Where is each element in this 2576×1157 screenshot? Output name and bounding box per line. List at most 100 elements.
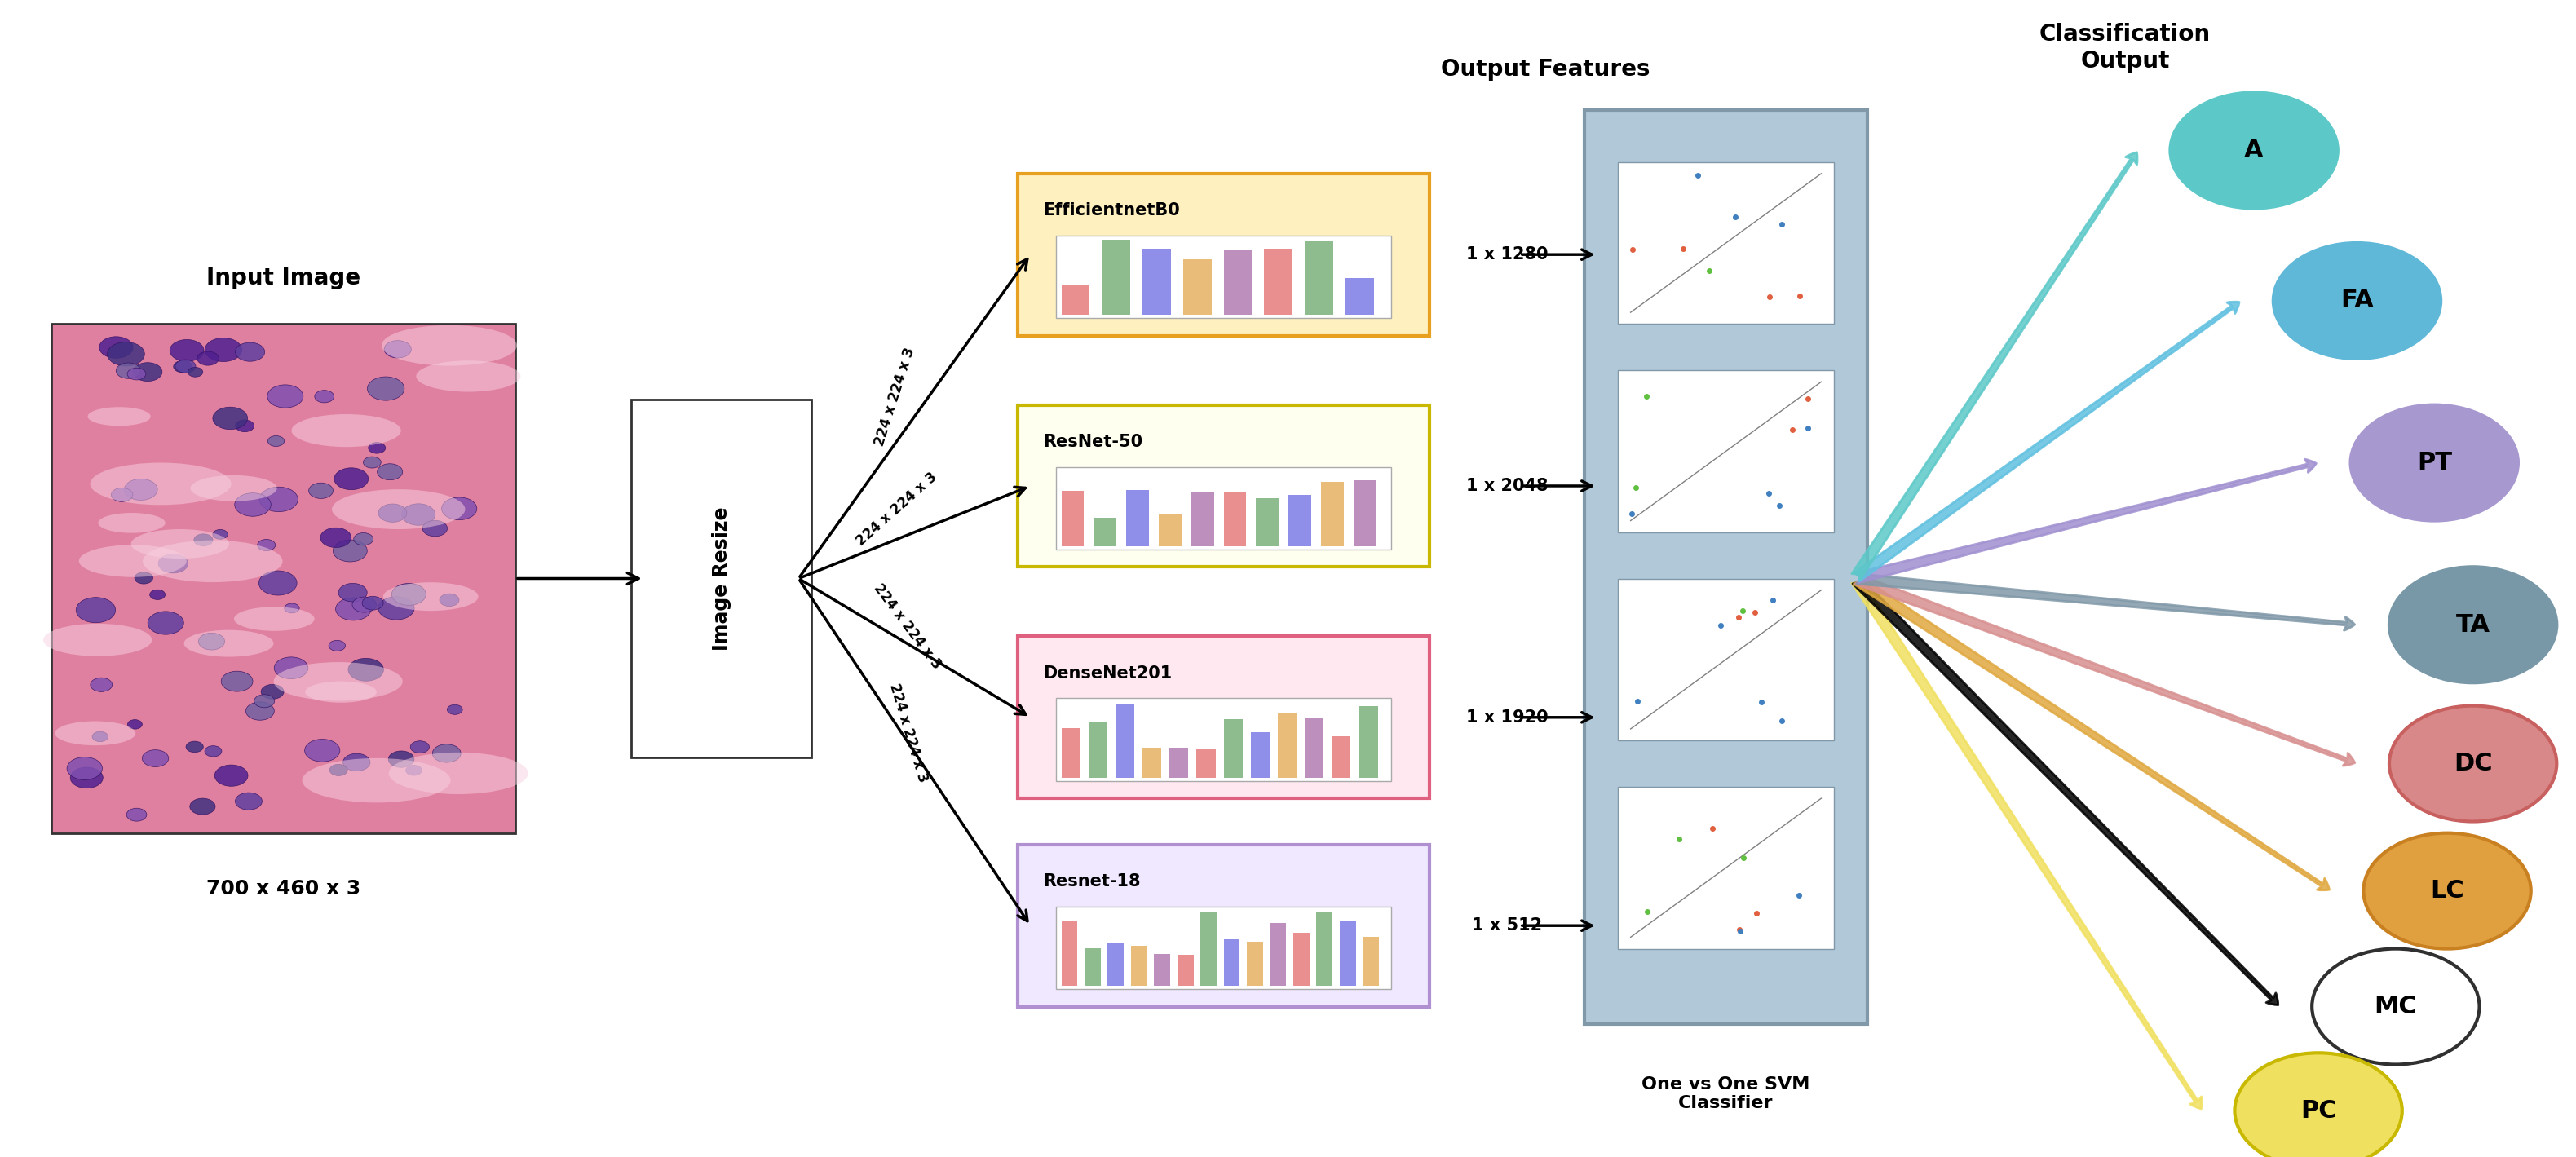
Text: One vs One SVM
Classifier: One vs One SVM Classifier xyxy=(1641,1076,1811,1111)
Text: 700 x 460 x 3: 700 x 460 x 3 xyxy=(206,879,361,899)
Ellipse shape xyxy=(142,750,167,767)
Ellipse shape xyxy=(214,407,247,429)
Ellipse shape xyxy=(234,342,265,361)
Ellipse shape xyxy=(291,414,402,447)
Bar xyxy=(1352,480,1376,546)
Bar xyxy=(1108,943,1123,986)
FancyBboxPatch shape xyxy=(1618,162,1834,324)
Ellipse shape xyxy=(206,338,242,362)
Ellipse shape xyxy=(129,720,142,729)
Ellipse shape xyxy=(170,339,204,361)
Bar xyxy=(1200,912,1216,986)
Bar xyxy=(1278,713,1296,778)
Text: 224 x 224 x 3: 224 x 224 x 3 xyxy=(886,681,930,783)
Ellipse shape xyxy=(2275,243,2442,359)
Bar xyxy=(1265,249,1293,315)
Ellipse shape xyxy=(80,545,185,577)
Text: EfficientnetB0: EfficientnetB0 xyxy=(1043,202,1180,219)
Ellipse shape xyxy=(314,390,335,403)
Bar xyxy=(1177,955,1193,986)
Text: Image Resize: Image Resize xyxy=(711,507,732,650)
Ellipse shape xyxy=(142,540,283,582)
Ellipse shape xyxy=(234,606,314,631)
Text: DenseNet201: DenseNet201 xyxy=(1043,665,1172,681)
Bar xyxy=(1247,942,1262,986)
FancyBboxPatch shape xyxy=(1018,636,1430,798)
Ellipse shape xyxy=(2391,567,2555,683)
Text: Classification
Output: Classification Output xyxy=(2040,23,2210,73)
FancyBboxPatch shape xyxy=(1018,174,1430,336)
Ellipse shape xyxy=(111,488,134,502)
Bar xyxy=(1288,495,1311,546)
Bar xyxy=(1293,933,1309,986)
Ellipse shape xyxy=(204,746,222,757)
Ellipse shape xyxy=(222,671,252,692)
Ellipse shape xyxy=(337,583,368,602)
Bar xyxy=(1103,239,1131,315)
Ellipse shape xyxy=(124,479,157,500)
Ellipse shape xyxy=(67,757,103,780)
Ellipse shape xyxy=(149,590,165,599)
Ellipse shape xyxy=(335,598,371,620)
Text: 224 x 224 x 3: 224 x 224 x 3 xyxy=(871,346,917,448)
Text: 224 x 224 x 3: 224 x 224 x 3 xyxy=(853,470,940,548)
Bar xyxy=(1332,736,1350,778)
Ellipse shape xyxy=(126,368,147,379)
Ellipse shape xyxy=(214,765,247,787)
Text: Input Image: Input Image xyxy=(206,266,361,289)
Bar xyxy=(1224,250,1252,315)
Bar xyxy=(1224,492,1247,546)
Bar xyxy=(1061,922,1077,986)
Ellipse shape xyxy=(2233,1053,2401,1157)
Ellipse shape xyxy=(330,640,345,651)
Bar xyxy=(1144,249,1172,315)
Ellipse shape xyxy=(273,657,309,679)
Ellipse shape xyxy=(332,540,368,562)
Text: 1 x 512: 1 x 512 xyxy=(1471,918,1543,934)
FancyBboxPatch shape xyxy=(1018,845,1430,1007)
Ellipse shape xyxy=(173,361,193,373)
Text: Output Features: Output Features xyxy=(1440,58,1651,81)
Text: PC: PC xyxy=(2300,1099,2336,1122)
Text: DC: DC xyxy=(2452,752,2494,775)
Bar xyxy=(1345,278,1373,315)
Bar xyxy=(1257,498,1278,546)
FancyBboxPatch shape xyxy=(1018,405,1430,567)
Text: LC: LC xyxy=(2429,879,2465,902)
Ellipse shape xyxy=(193,533,214,546)
Ellipse shape xyxy=(433,744,461,762)
FancyBboxPatch shape xyxy=(1056,698,1391,781)
Ellipse shape xyxy=(335,467,368,489)
Bar xyxy=(1159,514,1182,546)
Bar xyxy=(1061,285,1090,315)
Ellipse shape xyxy=(417,361,520,392)
Ellipse shape xyxy=(330,765,348,776)
Ellipse shape xyxy=(392,583,425,605)
Text: FA: FA xyxy=(2342,289,2372,312)
Ellipse shape xyxy=(245,702,273,720)
Ellipse shape xyxy=(363,457,381,469)
Bar xyxy=(1321,481,1345,546)
Ellipse shape xyxy=(379,597,415,620)
Ellipse shape xyxy=(260,487,299,511)
Text: A: A xyxy=(2244,139,2264,162)
Bar xyxy=(1090,722,1108,778)
Ellipse shape xyxy=(2169,93,2339,208)
Ellipse shape xyxy=(234,793,263,810)
Ellipse shape xyxy=(255,694,276,708)
Ellipse shape xyxy=(183,631,273,657)
Ellipse shape xyxy=(214,530,227,539)
Ellipse shape xyxy=(108,342,144,366)
Ellipse shape xyxy=(44,624,152,656)
Ellipse shape xyxy=(258,539,276,551)
FancyBboxPatch shape xyxy=(1618,370,1834,532)
Ellipse shape xyxy=(319,528,350,547)
Ellipse shape xyxy=(188,367,204,377)
Ellipse shape xyxy=(2313,949,2481,1064)
Bar xyxy=(1190,493,1213,546)
Ellipse shape xyxy=(440,498,477,519)
Ellipse shape xyxy=(198,352,219,366)
Ellipse shape xyxy=(93,731,108,742)
Ellipse shape xyxy=(185,742,204,752)
Ellipse shape xyxy=(258,570,296,595)
